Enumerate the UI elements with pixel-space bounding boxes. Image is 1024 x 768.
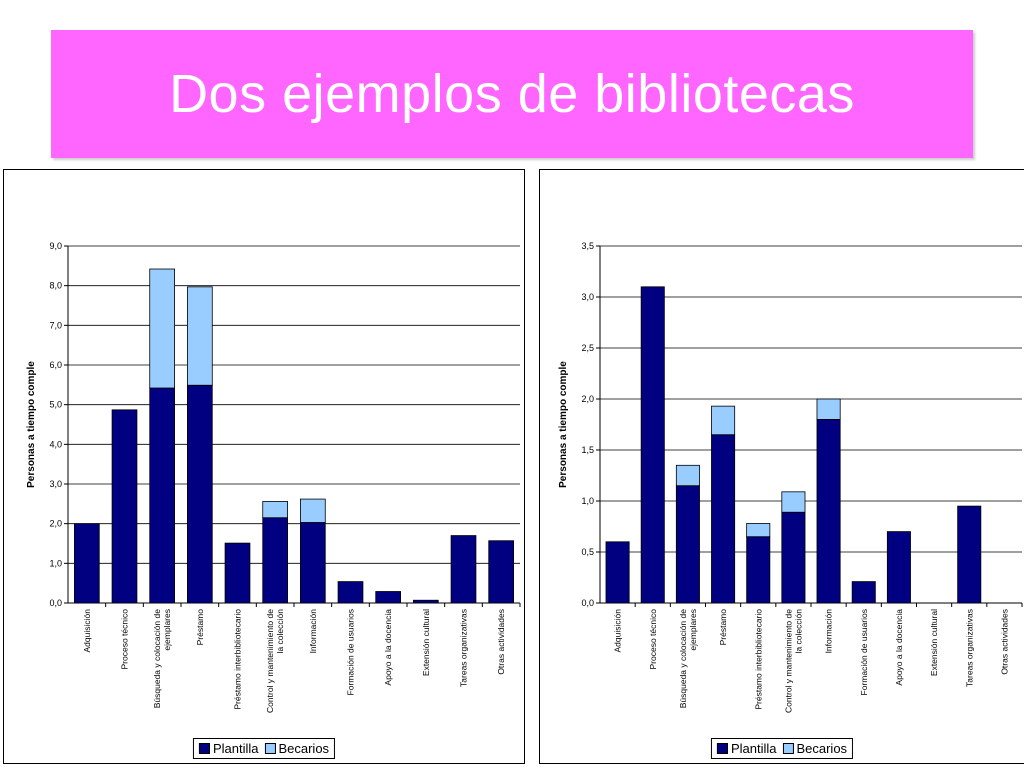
bar-plantilla	[488, 540, 514, 604]
legend-item-becarios: Becarios	[782, 741, 847, 756]
y-tick-label: 7,0	[49, 320, 62, 330]
bar-plantilla	[450, 535, 477, 604]
y-tick-label: 0,0	[581, 598, 594, 608]
bar-plantilla	[711, 434, 736, 604]
y-tick-label: 1,5	[581, 445, 594, 455]
legend-label-plantilla: Plantilla	[212, 741, 259, 756]
x-tick-label: Información	[308, 609, 318, 654]
x-tick-label: Control y mantenimiento de	[265, 609, 275, 713]
bar-becarios	[675, 464, 700, 487]
bar-becarios	[187, 286, 213, 386]
legend-left: Plantilla Becarios	[192, 738, 336, 759]
y-tick-label: 1,0	[581, 496, 594, 506]
x-tick-label: Información	[824, 609, 834, 654]
y-tick-label: 2,0	[581, 394, 594, 404]
bar-becarios	[711, 405, 736, 436]
bar-plantilla	[337, 581, 364, 604]
bar-becarios	[149, 268, 175, 389]
y-tick-label: 0,5	[581, 547, 594, 557]
y-tick-label: 2,0	[49, 519, 62, 529]
bar-plantilla	[851, 581, 876, 604]
chart-panel-right: 0,0 0,5 1,0 1,5 2,0 2,5 3,0 3,5 Personas a tiemp…	[539, 169, 1024, 764]
bar-plantilla	[605, 541, 630, 604]
legend-label-plantilla: Plantilla	[730, 741, 777, 756]
bar-becarios	[781, 491, 806, 513]
x-tick-label: Tareas organizativas	[459, 609, 469, 687]
x-tick-label: Adquisición	[82, 609, 92, 653]
bar-plantilla	[187, 384, 213, 604]
x-tick-label: Proceso técnico	[648, 609, 658, 670]
y-tick-label: 8,0	[49, 281, 62, 291]
title-banner: Dos ejemplos de bibliotecas	[51, 30, 973, 158]
y-tick-label: 5,0	[49, 400, 62, 410]
bar-plantilla	[300, 522, 326, 604]
x-tick-label: Otras actividades	[496, 609, 506, 675]
bar-plantilla	[111, 409, 138, 604]
legend-item-plantilla: Plantilla	[198, 741, 259, 756]
y-axis-label: Personas a tiempo comple	[558, 361, 569, 488]
bar-becarios	[746, 523, 771, 538]
y-tick-label: 3,5	[581, 241, 594, 251]
x-tick-label: Formación de usuarios	[859, 609, 869, 695]
x-tick-label: Tareas organizativas	[964, 609, 974, 687]
bar-becarios	[816, 398, 841, 420]
legend-item-becarios: Becarios	[264, 741, 329, 756]
x-tick-label: Préstamo	[195, 609, 205, 646]
y-tick-label: 2,5	[581, 343, 594, 353]
chart-panel-left: 0,0 1,0 2,0 3,0 4,0 5,0 6,0 7,0 8,0 9,0 Personas a…	[3, 169, 525, 764]
legend-swatch-plantilla	[198, 743, 210, 754]
bar-plantilla	[640, 286, 665, 604]
x-tick-label: Apoyo a la docencia	[894, 609, 904, 686]
y-tick-label: 1,0	[49, 558, 62, 568]
bar-plantilla	[781, 511, 806, 604]
x-tick-label: Control y mantenimiento de	[783, 609, 793, 713]
x-tick-label: Proceso técnico	[120, 609, 130, 670]
x-tick-label: ejemplares	[162, 609, 172, 651]
legend-label-becarios: Becarios	[278, 741, 330, 756]
legend-swatch-becarios	[782, 743, 794, 754]
x-tick-label: Préstamo	[718, 609, 728, 646]
legend-swatch-becarios	[264, 743, 276, 754]
y-tick-label: 9,0	[49, 241, 62, 251]
x-tick-label: Otras actividades	[999, 609, 1009, 675]
x-tick-label: la colección	[793, 609, 803, 654]
chart-left-svg: 0,0 1,0 2,0 3,0 4,0 5,0 6,0 7,0 8,0 9,0 Personas a…	[26, 241, 521, 713]
bar-plantilla	[746, 536, 771, 604]
x-tick-label: Préstamo interbibliotecario	[233, 609, 243, 710]
slide-title: Dos ejemplos de bibliotecas	[169, 64, 855, 124]
x-tick-label: Adquisición	[613, 609, 623, 653]
legend-right: Plantilla Becarios	[710, 738, 854, 759]
x-tick-label: Extensión cultural	[421, 609, 431, 676]
chart-right-svg: 0,0 0,5 1,0 1,5 2,0 2,5 3,0 3,5 Personas a tiemp…	[558, 241, 1023, 713]
x-tick-label: ejemplares	[688, 609, 698, 651]
y-tick-label: 0,0	[49, 598, 62, 608]
x-tick-label: Apoyo a la docencia	[383, 609, 393, 686]
y-tick-label: 6,0	[49, 360, 62, 370]
y-tick-label: 4,0	[49, 439, 62, 449]
y-tick-label: 3,0	[49, 479, 62, 489]
bar-plantilla	[957, 505, 982, 604]
x-tick-label: Búsqueda y colocación de	[152, 609, 162, 709]
bar-plantilla	[262, 517, 288, 604]
bar-plantilla	[375, 591, 401, 604]
legend-label-becarios: Becarios	[796, 741, 848, 756]
bar-plantilla	[149, 387, 175, 604]
x-tick-label: Extensión cultural	[929, 609, 939, 676]
y-axis-label: Personas a tiempo comple	[26, 361, 37, 488]
x-tick-label: Búsqueda y colocación de	[678, 609, 688, 709]
bar-plantilla	[413, 599, 439, 604]
y-tick-label: 3,0	[581, 292, 594, 302]
bar-plantilla	[224, 542, 251, 604]
bar-becarios	[262, 501, 288, 519]
bar-becarios	[300, 498, 326, 523]
x-tick-label: Préstamo interbibliotecario	[753, 609, 763, 710]
legend-swatch-plantilla	[716, 743, 728, 754]
bar-plantilla	[816, 418, 841, 604]
bar-plantilla	[886, 531, 911, 604]
bar-plantilla	[675, 485, 700, 604]
legend-item-plantilla: Plantilla	[716, 741, 777, 756]
x-tick-label: Formación de usuarios	[346, 609, 356, 695]
x-tick-label: la colección	[275, 609, 285, 654]
bar-plantilla	[74, 523, 100, 604]
